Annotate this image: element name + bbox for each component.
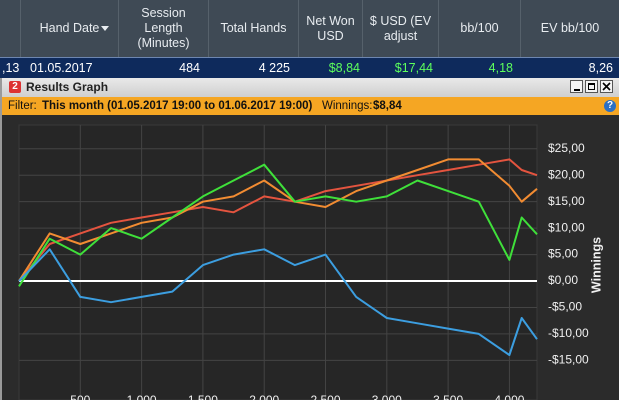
- table-cell: 484: [179, 61, 200, 75]
- table-header: Hand Date Session Length (Minutes) Total H…: [0, 0, 619, 57]
- table-cell: ,13: [2, 61, 20, 75]
- x-tick-label: 2 000: [249, 393, 279, 400]
- column-header: EV bb/100: [520, 0, 619, 57]
- y-tick-label: $10,00: [548, 220, 585, 234]
- y-tick-label: $25,00: [548, 141, 585, 155]
- y-tick-label: -$10,00: [548, 326, 589, 340]
- sort-arrow[interactable]: [101, 26, 109, 31]
- x-tick-label: 3 500: [433, 393, 463, 400]
- table-cell: 4,18: [488, 61, 513, 75]
- title-bar: 2 Results Graph: [2, 78, 619, 98]
- x-tick-label: 1 500: [188, 393, 218, 400]
- window-icon: 2: [9, 81, 21, 93]
- column-header: Hand Date: [20, 0, 118, 57]
- x-tick-label: 4 000: [494, 393, 524, 400]
- results-chart: Winnings -$15,00 -$10,00 -$5,00 $0,00 $5,00 $…: [2, 115, 619, 400]
- y-tick-label: -$15,00: [548, 353, 589, 367]
- winnings-label: Winnings:: [322, 100, 373, 112]
- x-tick-label: 3 000: [372, 393, 402, 400]
- column-header: $ USD (EV adjust: [362, 0, 438, 57]
- x-tick-label: 2 500: [310, 393, 340, 400]
- y-tick-label: $20,00: [548, 167, 585, 181]
- column-header: Session Length (Minutes): [118, 0, 208, 57]
- series-line: [18, 163, 538, 287]
- filter-range: This month (01.05.2017 19:00 to 01.06.20…: [42, 100, 313, 112]
- column-header: Total Hands: [208, 0, 298, 57]
- filter-label: Filter:: [8, 100, 37, 112]
- table-cell: 8,26: [588, 61, 613, 75]
- window-title: Results Graph: [26, 80, 109, 94]
- table-cell: $8,84: [328, 61, 360, 75]
- y-axis-label: Winnings: [589, 237, 603, 293]
- table-cell: $17,44: [394, 61, 433, 75]
- y-tick-label: $5,00: [548, 247, 578, 261]
- y-tick-label: $0,00: [548, 273, 578, 287]
- x-tick-label: 1 000: [127, 393, 157, 400]
- x-tick-label: 500: [70, 393, 90, 400]
- series-line: [18, 248, 538, 356]
- table-cell: 01.05.2017: [30, 61, 93, 75]
- y-tick-label: -$5,00: [548, 300, 582, 314]
- minimize-button[interactable]: [570, 80, 583, 93]
- maximize-button[interactable]: [585, 80, 598, 93]
- column-header: Net Won USD: [298, 0, 362, 57]
- close-button[interactable]: [600, 80, 613, 93]
- column-header: bb/100: [438, 0, 520, 57]
- help-icon[interactable]: ?: [604, 100, 616, 112]
- plot-area: [18, 124, 538, 400]
- table-row[interactable]: ,13 01.05.2017 484 4 225 $8,84 $17,44 4,18 8,26: [0, 57, 619, 78]
- winnings-value: $8,84: [373, 100, 402, 112]
- y-tick-label: $15,00: [548, 194, 585, 208]
- table-cell: 4 225: [258, 61, 290, 75]
- filter-bar: Filter: This month (01.05.2017 19:00 to …: [2, 97, 619, 115]
